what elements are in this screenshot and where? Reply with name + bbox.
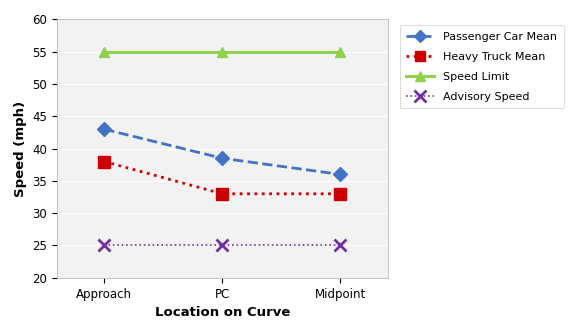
X-axis label: Location on Curve: Location on Curve (154, 306, 290, 319)
Legend: Passenger Car Mean, Heavy Truck Mean, Speed Limit, Advisory Speed: Passenger Car Mean, Heavy Truck Mean, Sp… (400, 25, 564, 108)
Y-axis label: Speed (mph): Speed (mph) (14, 100, 27, 197)
